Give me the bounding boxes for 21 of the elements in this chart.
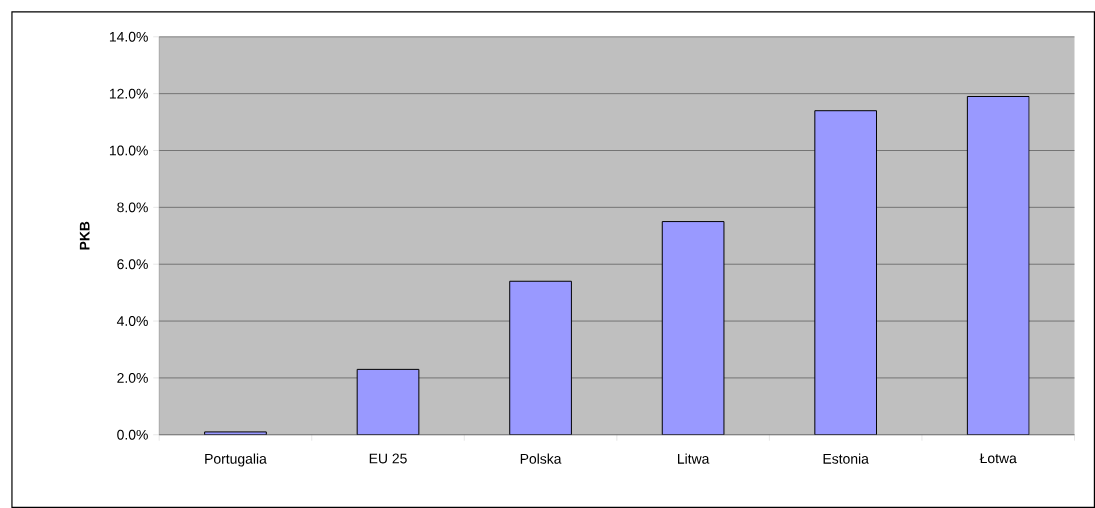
bar: [814, 110, 878, 435]
bar: [661, 221, 725, 435]
x-tick-label: Polska: [520, 453, 562, 464]
y-tick-label: 6.0%: [117, 259, 148, 270]
y-tick-label: 12.0%: [109, 88, 148, 99]
y-axis-title: PKB: [79, 221, 90, 250]
bar: [509, 280, 572, 435]
y-tick-label: 8.0%: [117, 202, 148, 213]
y-tick-label: 14.0%: [109, 31, 148, 42]
x-tick-label: Estonia: [823, 453, 869, 464]
y-tick-label: 0.0%: [117, 429, 148, 440]
bar: [204, 431, 267, 435]
bar: [966, 96, 1030, 435]
bar: [356, 368, 420, 435]
x-tick-label: Łotwa: [979, 453, 1017, 464]
x-tick-label: EU 25: [369, 453, 407, 464]
y-tick-label: 10.0%: [109, 145, 148, 156]
x-tick-label: Litwa: [678, 453, 710, 464]
y-tick-label: 2.0%: [117, 372, 148, 383]
y-tick-label: 4.0%: [116, 316, 148, 326]
x-tick-label: Portugalia: [205, 453, 267, 467]
